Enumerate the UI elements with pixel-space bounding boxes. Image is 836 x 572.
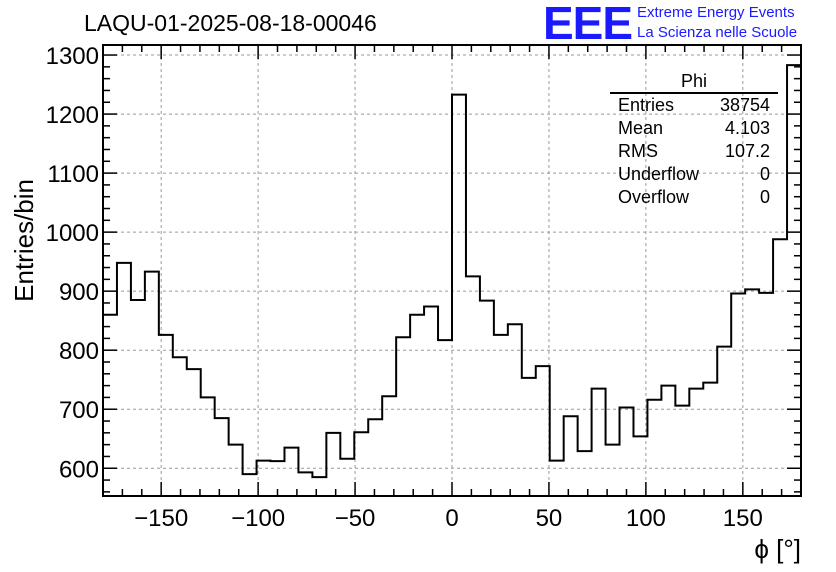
y-tick-label: 700 [59, 397, 99, 424]
stats-row: Mean 4.103 [610, 117, 778, 140]
x-axis-title: ϕ [°] [754, 534, 801, 564]
axis-ticks [102, 45, 802, 496]
logo-caption: Extreme Energy Events La Scienza nelle S… [637, 3, 797, 43]
eee-logo: EEE [543, 0, 633, 49]
x-tick-label: 150 [723, 505, 763, 532]
y-tick-label: 800 [59, 338, 99, 365]
stats-label: Entries [618, 95, 675, 115]
stats-box: Phi Entries 38754 Mean 4.103 RMS 107.2 Unde… [610, 70, 778, 209]
x-tick-label: −50 [335, 505, 376, 532]
stats-row: Entries 38754 [610, 94, 778, 117]
stats-row: Overflow 0 [610, 186, 778, 209]
y-tick-label: 900 [59, 279, 99, 306]
chart-title: LAQU-01-2025-08-18-00046 [84, 10, 377, 36]
stats-label: Mean [618, 118, 664, 138]
x-tick-label: 0 [445, 505, 458, 532]
stats-row: Underflow 0 [610, 163, 778, 186]
logo-line-2: La Scienza nelle Scuole [637, 24, 798, 41]
histogram-series-phi [103, 64, 801, 479]
y-tick-label: 1300 [46, 43, 99, 70]
y-tick-labels: 600 700 800 900 1000 1100 1200 1300 [46, 43, 99, 483]
x-tick-label: 50 [536, 505, 563, 532]
stats-title: Phi [610, 70, 778, 94]
x-tick-label: −100 [231, 505, 285, 532]
stats-row: RMS 107.2 [610, 140, 778, 163]
logo-line-1: Extreme Energy Events [637, 4, 795, 21]
x-tick-label: −150 [134, 505, 188, 532]
stats-value: 38754 [719, 95, 770, 115]
stats-value: 0 [759, 187, 770, 207]
stats-value: 4.103 [724, 118, 770, 138]
x-tick-labels: −150 −100 −50 0 50 100 150 [134, 505, 763, 532]
stats-label: Overflow [618, 187, 690, 207]
stats-value: 107.2 [724, 141, 770, 161]
y-tick-label: 1200 [46, 102, 99, 129]
stats-value: 0 [759, 164, 770, 184]
y-axis-title: Entries/bin [9, 179, 39, 302]
y-tick-label: 600 [59, 456, 99, 483]
x-tick-label: 100 [626, 505, 666, 532]
y-tick-label: 1100 [47, 161, 99, 188]
y-tick-label: 1000 [46, 220, 99, 247]
stats-label: RMS [618, 141, 658, 161]
stats-label: Underflow [618, 164, 700, 184]
